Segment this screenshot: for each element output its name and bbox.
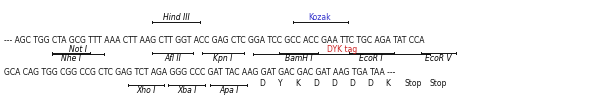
- Text: GCA CAG TGG CGG CCG CTC GAG TCT AGA GGG CCC GAT TAC AAG GAT GAC GAC GAT AAG TGA : GCA CAG TGG CGG CCG CTC GAG TCT AGA GGG …: [4, 68, 395, 77]
- Text: D: D: [259, 79, 265, 88]
- Text: Y: Y: [278, 79, 283, 88]
- Text: Kpn I: Kpn I: [214, 54, 233, 63]
- Text: D: D: [349, 79, 355, 88]
- Text: Stop: Stop: [430, 79, 446, 88]
- Text: D: D: [331, 79, 337, 88]
- Text: Apa I: Apa I: [220, 86, 239, 95]
- Text: K: K: [296, 79, 301, 88]
- Text: EcoR V: EcoR V: [425, 54, 451, 63]
- Text: Afl II: Afl II: [164, 54, 181, 63]
- Text: K: K: [385, 79, 391, 88]
- Text: Hind III: Hind III: [163, 13, 190, 22]
- Text: Stop: Stop: [404, 79, 422, 88]
- Text: BamH I: BamH I: [285, 54, 313, 63]
- Text: D: D: [367, 79, 373, 88]
- Text: DYK tag: DYK tag: [327, 45, 357, 54]
- Text: Kozak: Kozak: [308, 13, 331, 22]
- Text: EcoR I: EcoR I: [359, 54, 383, 63]
- Text: Not I: Not I: [69, 45, 87, 54]
- Text: --- AGC TGG CTA GCG TTT AAA CTT AAG CTT GGT ACC GAG CTC GGA TCC GCC ACC GAA TTC : --- AGC TGG CTA GCG TTT AAA CTT AAG CTT …: [4, 36, 425, 45]
- Text: Xho I: Xho I: [136, 86, 155, 95]
- Text: Nhe I: Nhe I: [61, 54, 81, 63]
- Text: D: D: [313, 79, 319, 88]
- Text: Xba I: Xba I: [178, 86, 197, 95]
